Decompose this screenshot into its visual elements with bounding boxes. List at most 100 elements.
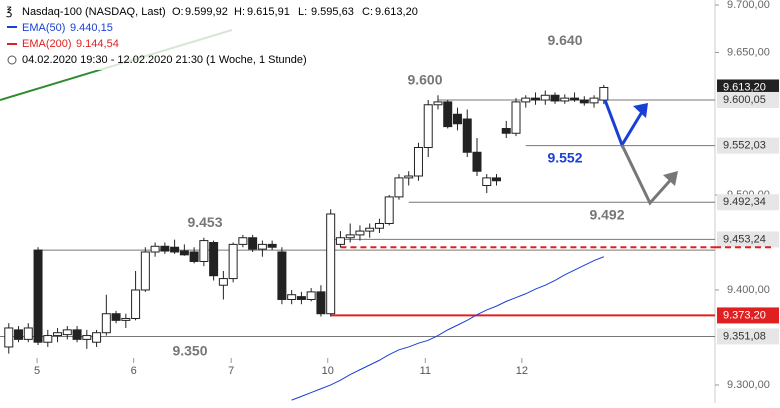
range: 04.02.2020 19:30 - 12.02.2020 21:30	[22, 54, 203, 66]
candle-body	[53, 332, 63, 337]
candle-body	[111, 313, 121, 321]
candle-body	[560, 97, 570, 102]
legend-bg	[0, 0, 400, 70]
indicator-value: 9.440,15	[70, 22, 113, 34]
ohlc-value: 9.599,92	[185, 6, 228, 18]
ohlc-value: 9.613,20	[375, 6, 418, 18]
ohlc-key: C:	[362, 6, 373, 18]
indicator-value: 9.144,54	[76, 38, 119, 50]
candle-body	[531, 97, 541, 101]
indicator: EMA(200)	[22, 38, 72, 50]
x-tick-label: 7	[228, 365, 234, 377]
annotation: 9.492	[589, 207, 624, 223]
x-tick-label: 10	[322, 365, 334, 377]
x-tick-label: 11	[420, 365, 431, 377]
candle-body	[443, 101, 453, 128]
candle-body	[433, 101, 443, 106]
icon: ℥	[6, 6, 12, 18]
candle-body	[43, 335, 53, 343]
candle-body	[501, 128, 511, 134]
y-tick-label: 9.300,00	[727, 379, 770, 391]
candle-body	[423, 104, 433, 149]
candle-body	[228, 243, 238, 280]
candle-body	[326, 213, 336, 315]
y-tick-label: 9.650,00	[727, 46, 770, 58]
candle-body	[296, 296, 306, 300]
swatch	[7, 26, 17, 28]
candle-body	[4, 327, 14, 348]
candle-body	[72, 329, 82, 340]
price-label-bg	[717, 79, 779, 96]
price-label-bg	[717, 307, 779, 324]
candle-body	[23, 327, 33, 340]
candle-body	[394, 177, 404, 198]
price-label-bg	[717, 194, 779, 211]
price-label: 9.373,20	[723, 309, 766, 321]
candle-body	[14, 329, 24, 340]
candle-body	[374, 222, 384, 229]
clock-icon	[7, 55, 17, 65]
candle-body	[257, 243, 267, 250]
price-label: 9.613,20	[723, 81, 766, 93]
candle-body	[521, 97, 531, 103]
price-label: 9.453,24	[723, 233, 766, 245]
candle-body	[404, 175, 414, 179]
interval: (1 Woche, 1 Stunde)	[206, 54, 307, 66]
ohlc-key: L:	[298, 6, 307, 18]
candle-body	[218, 278, 228, 286]
price-label: 9.552,03	[723, 139, 766, 151]
arrow-head	[663, 171, 678, 186]
candle-body	[355, 230, 365, 236]
annotation: 9.640	[547, 32, 582, 48]
candle-body	[170, 246, 180, 253]
candle-body	[540, 94, 550, 101]
candle-body	[511, 101, 521, 134]
candle-body	[482, 177, 492, 186]
arrow	[620, 144, 677, 206]
legend: ℥ Nasdaq-100 (NASDAQ, Last) O: 9.599,92 H:…	[0, 0, 418, 70]
ema-line	[291, 256, 604, 401]
candle-body	[287, 294, 297, 300]
title: Nasdaq-100 (NASDAQ, Last)	[22, 6, 166, 18]
price-label-bg	[717, 328, 779, 345]
candle-body	[140, 251, 150, 291]
y-tick-label: 9.400,00	[727, 284, 770, 296]
candle-body	[82, 335, 92, 340]
candle-body	[248, 237, 258, 250]
candle-body	[413, 147, 423, 177]
price-label: 9.600,05	[723, 94, 766, 106]
candle-body	[492, 177, 502, 182]
candle-body	[306, 291, 316, 300]
candle-body	[33, 249, 43, 343]
candle-body	[150, 245, 160, 253]
candle-body	[452, 113, 462, 125]
candle-body	[277, 251, 287, 300]
x-tick-label: 5	[34, 365, 40, 377]
candle-body	[92, 332, 102, 343]
candle-body	[579, 99, 589, 104]
candle-body	[238, 237, 248, 245]
candle-body	[121, 317, 131, 321]
price-label: 9.492,34	[723, 196, 766, 208]
candle-body	[62, 329, 72, 336]
candle-body	[599, 86, 609, 101]
price-label-bg	[717, 231, 779, 248]
price-label-bg	[717, 91, 779, 108]
candle-body	[462, 118, 472, 153]
candle-body	[189, 251, 199, 262]
candle-body	[335, 237, 345, 245]
candle-body	[570, 97, 580, 101]
price-label: 9.351,08	[723, 330, 766, 342]
annotation: 9.600	[407, 72, 442, 88]
x-tick-label: 12	[516, 365, 528, 377]
candle-body	[199, 240, 209, 262]
ohlc-value: 9.615,91	[247, 6, 290, 18]
candle-body	[179, 250, 189, 256]
candle-body	[589, 97, 599, 104]
candle-body	[345, 234, 355, 239]
price-label-bg	[717, 137, 779, 154]
candle-body	[472, 151, 482, 172]
x-tick-label: 6	[131, 365, 137, 377]
candle-body	[160, 245, 170, 252]
